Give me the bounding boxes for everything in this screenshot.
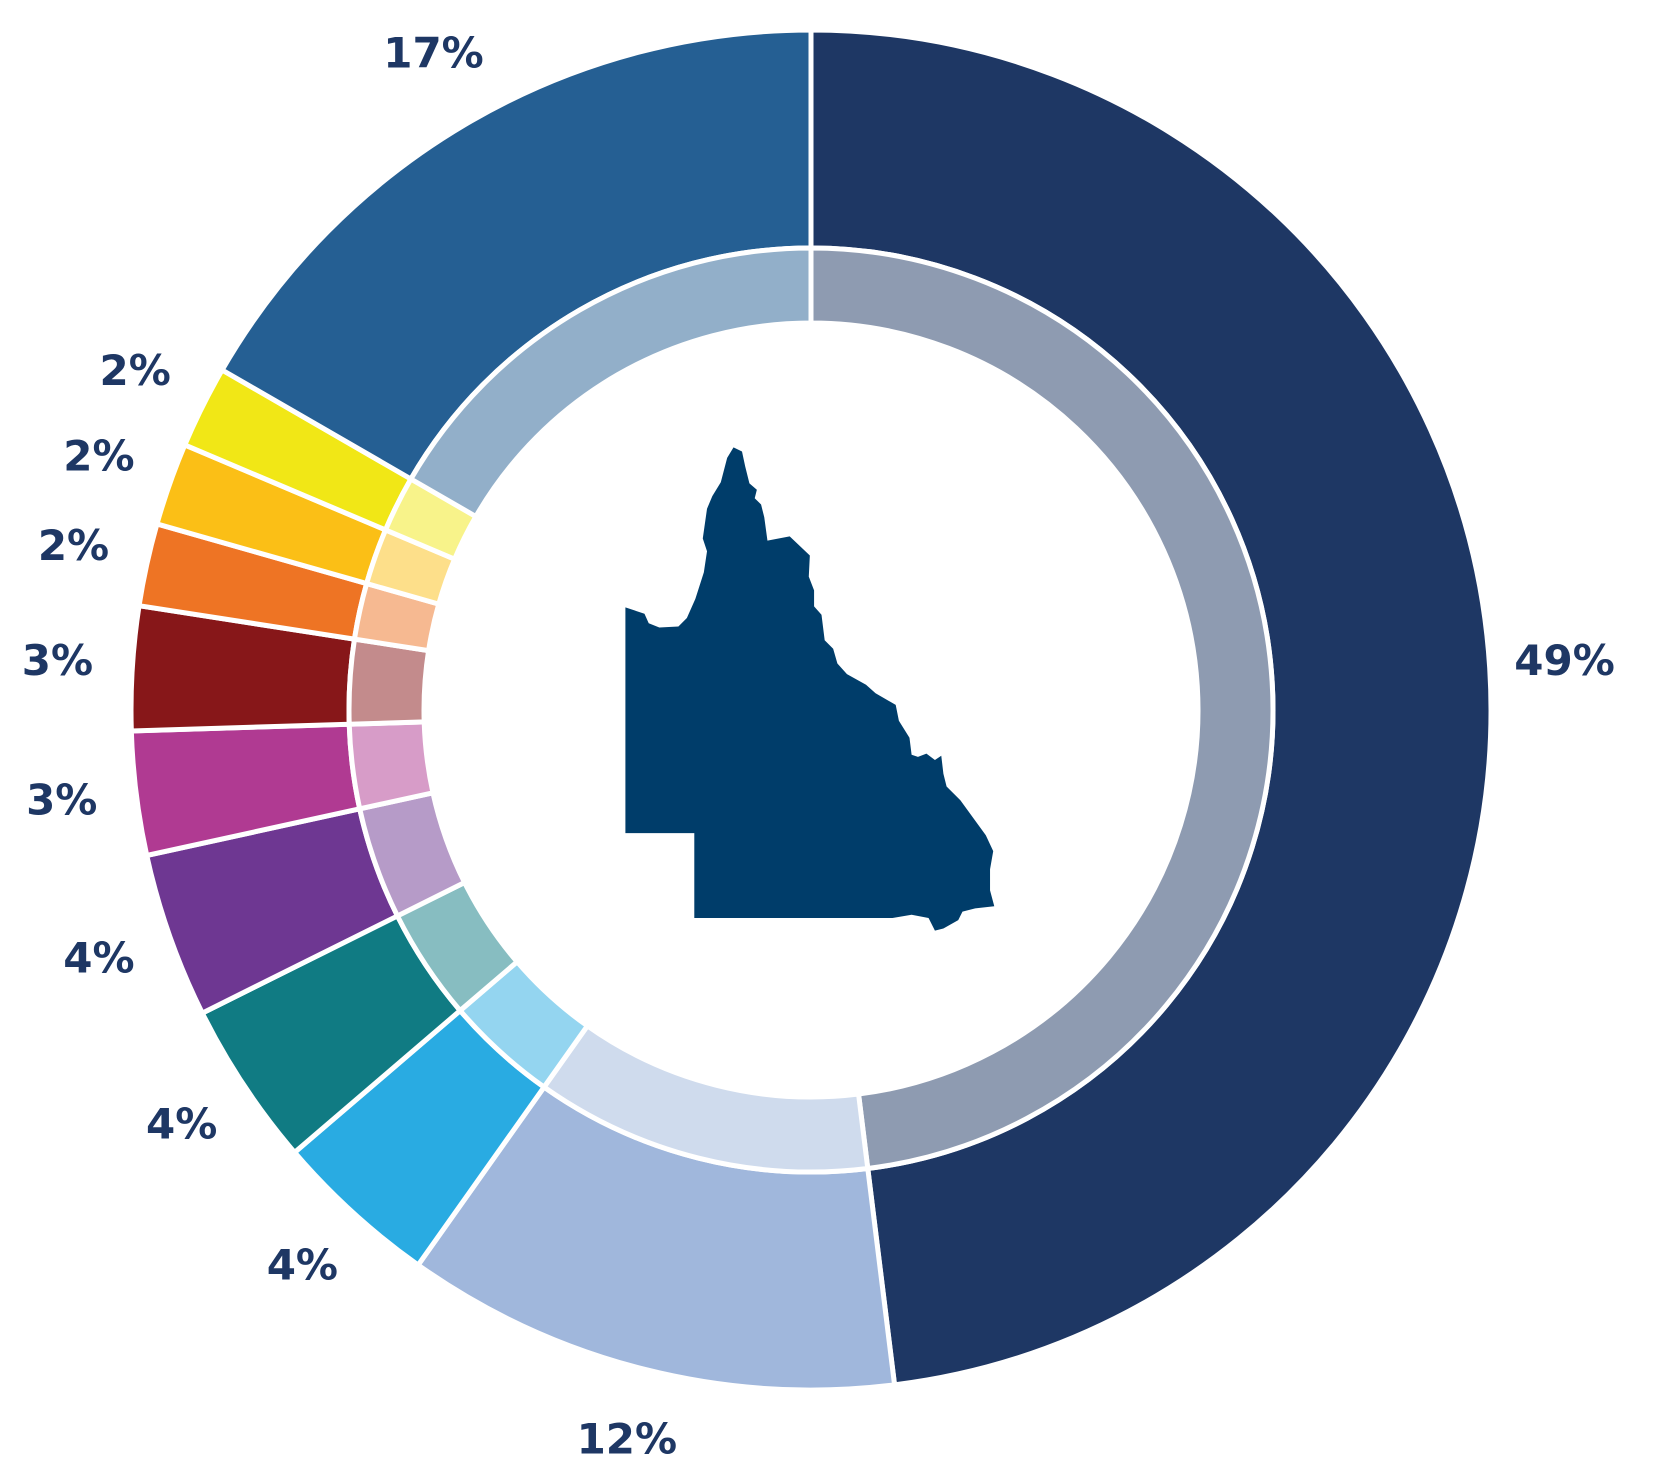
segment-inner [346,719,436,812]
data-label: 17% [383,29,484,78]
data-label: 12% [577,1415,678,1459]
segment [808,27,1494,1388]
data-label: 49% [1514,636,1615,685]
segment-inner [808,245,1276,1172]
data-label: 2% [38,521,109,570]
data-label: 2% [63,432,134,481]
segment-inner [407,245,814,520]
data-label: 3% [22,636,93,685]
donut [128,27,1494,1393]
data-label: 4% [63,933,134,982]
segment-inner [346,636,432,727]
data-label: 3% [26,775,97,824]
data-label: 2% [99,346,170,395]
queensland-map [625,447,995,931]
data-label: 4% [146,1100,217,1149]
data-label: 4% [267,1240,338,1289]
map-shape [625,447,995,931]
